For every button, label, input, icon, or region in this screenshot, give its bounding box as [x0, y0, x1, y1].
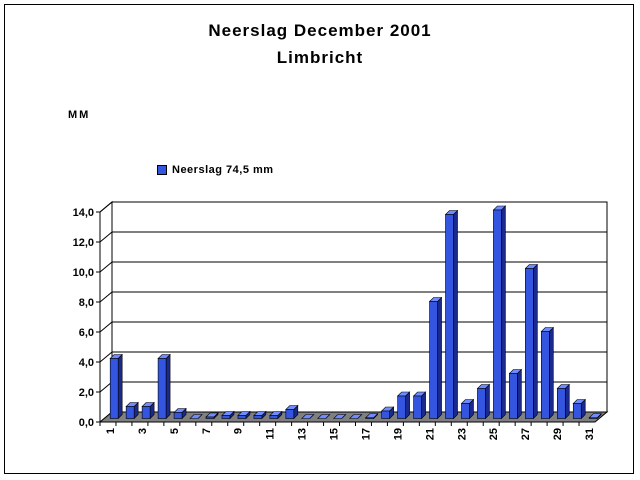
x-tick-label: 13: [297, 428, 309, 440]
gridline: [99, 261, 607, 273]
x-tick-label: 3: [137, 428, 149, 434]
y-tick-label: 4,0: [79, 357, 94, 369]
y-tick-label: 10,0: [73, 267, 94, 279]
x-tick-label: 23: [456, 428, 468, 440]
bar-day-18: [380, 406, 395, 420]
bar-day-9: [237, 410, 251, 420]
x-tick-label: 11: [265, 428, 277, 440]
bar-day-4: [157, 353, 171, 420]
x-tick-label: 1: [105, 428, 117, 434]
legend: Neerslag 74,5 mm: [157, 164, 274, 176]
x-tick-label: 15: [329, 428, 341, 440]
gridline: [99, 321, 607, 333]
bar-day-17: [364, 413, 379, 420]
y-tick-label: 6,0: [79, 327, 94, 339]
bar-day-6: [189, 414, 203, 419]
y-tick-label: 12,0: [73, 237, 94, 249]
bar-day-8: [221, 410, 235, 420]
x-tick-label: 31: [584, 428, 596, 440]
bar-day-29: [556, 383, 570, 420]
x-tick-label: 5: [169, 428, 181, 434]
y-axis-unit-label: MM: [68, 109, 91, 121]
bar-day-24: [476, 383, 491, 420]
legend-label: Neerslag 74,5 mm: [172, 164, 274, 176]
x-tick-label: 27: [520, 428, 532, 440]
y-tick-label: 8,0: [79, 297, 94, 309]
bar-day-15: [333, 414, 347, 419]
gridline: [99, 231, 607, 243]
gridline: [99, 201, 607, 213]
bar-day-2: [125, 401, 139, 420]
bar-day-12: [285, 404, 299, 420]
y-tick-label: 2,0: [79, 387, 94, 399]
bar-day-25: [492, 205, 507, 420]
bar-day-30: [572, 398, 586, 420]
bar-day-7: [205, 412, 219, 420]
bar-day-3: [141, 401, 155, 420]
chart-title-line1: Neerslag December 2001: [208, 21, 432, 40]
bar-day-28: [540, 326, 555, 420]
x-tick-label: 9: [233, 428, 245, 434]
bar-day-13: [301, 414, 315, 419]
gridline: [99, 291, 607, 303]
x-tick-label: 17: [360, 428, 372, 440]
bar-day-19: [396, 391, 411, 420]
x-tick-label: 21: [424, 428, 436, 440]
y-tick-label: 0,0: [79, 417, 94, 429]
legend-swatch: [157, 165, 167, 175]
y-tick-label: 14,0: [73, 207, 94, 219]
bar-day-23: [460, 398, 475, 420]
bar-day-5: [173, 407, 187, 420]
bar-day-14: [317, 414, 331, 419]
chart-title-line2: Limbricht: [276, 48, 364, 67]
bar-day-27: [524, 263, 539, 420]
chart-frame: [4, 4, 634, 474]
bar-day-22: [444, 209, 459, 420]
bar-day-21: [428, 296, 443, 420]
x-tick-label: 19: [392, 428, 404, 440]
gridline: [99, 351, 607, 363]
x-tick-label: 7: [201, 428, 213, 434]
bar-day-11: [269, 410, 283, 420]
bar-day-31: [588, 413, 602, 420]
bar-day-16: [348, 414, 363, 419]
x-tick-label: 25: [488, 428, 500, 440]
bar-day-20: [412, 391, 427, 420]
bar-day-1: [109, 353, 123, 420]
bar-day-26: [508, 368, 523, 420]
x-tick-label: 29: [552, 428, 564, 440]
bar-day-10: [253, 410, 267, 420]
